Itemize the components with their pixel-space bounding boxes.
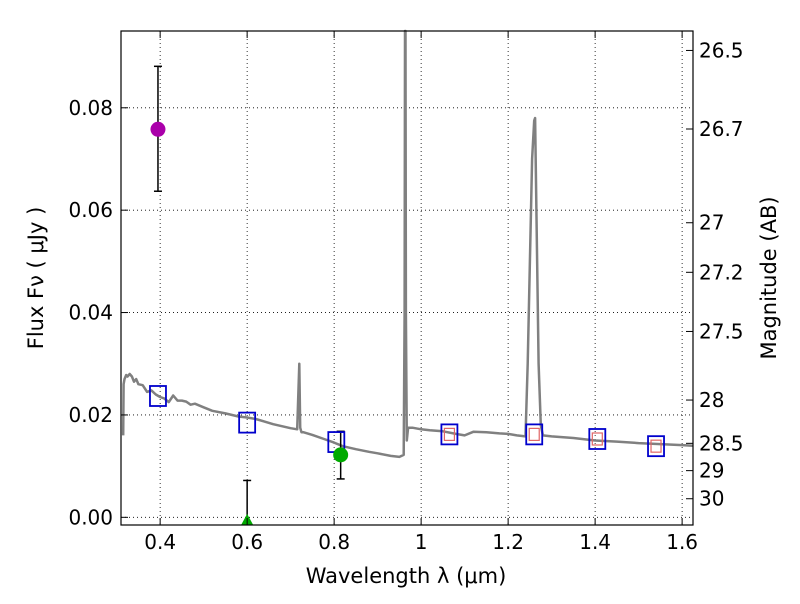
y-tick-label: 0.08 xyxy=(68,96,113,120)
x-tick-label: 0.8 xyxy=(318,530,350,554)
x-tick-label: 1.6 xyxy=(666,530,698,554)
magnitude-tick-label: 29 xyxy=(699,459,724,483)
photometry-box xyxy=(588,428,607,450)
magnitude-tick-label: 27 xyxy=(699,211,724,235)
x-axis-label: Wavelength λ (μm) xyxy=(306,564,507,588)
photometry-box xyxy=(647,435,665,458)
magnitude-axis-label: Magnitude (AB) xyxy=(757,196,781,359)
model-box xyxy=(443,427,456,441)
photometry-box xyxy=(440,423,459,446)
magnitude-tick-label: 30 xyxy=(699,487,724,511)
model-box xyxy=(528,427,540,441)
x-tick-label: 1.2 xyxy=(492,530,524,554)
grid-lines xyxy=(121,31,693,525)
magnitude-axis-ticks: 26.5 26.7 27 27.2 27.5 28 28.5 29 30 xyxy=(686,38,744,511)
marker-layer xyxy=(149,65,665,525)
sed-spectrum-layer xyxy=(121,29,694,459)
x-axis-ticks: 0.4 0.6 0.8 1 1.2 1.4 1.6 xyxy=(144,31,698,554)
magnitude-tick-label: 26.5 xyxy=(699,38,744,62)
model-box xyxy=(650,439,662,453)
magnitude-tick-label: 27.5 xyxy=(699,319,744,343)
plot-frame xyxy=(120,30,694,526)
y-axis-ticks: 0.00 0.02 0.04 0.06 0.08 xyxy=(68,96,128,529)
sed-spectrum-line xyxy=(121,29,694,459)
x-tick-label: 1.4 xyxy=(579,530,611,554)
photometry-box xyxy=(149,385,167,407)
x-tick-label: 0.4 xyxy=(144,530,176,554)
model-box xyxy=(591,432,603,446)
x-tick-label: 1 xyxy=(415,530,428,554)
photometry-box xyxy=(238,411,257,434)
x-tick-label: 0.6 xyxy=(231,530,263,554)
purple-data-point xyxy=(150,121,166,137)
magnitude-tick-label: 28.5 xyxy=(699,431,744,455)
y-tick-label: 0.04 xyxy=(68,301,113,325)
photometry-box xyxy=(525,423,544,446)
magnitude-tick-label: 28 xyxy=(699,388,724,412)
magnitude-tick-label: 27.2 xyxy=(699,260,744,284)
y-tick-label: 0.06 xyxy=(68,198,113,222)
y-tick-label: 0.00 xyxy=(68,505,113,529)
magnitude-tick-label: 26.7 xyxy=(699,117,744,141)
green-data-point xyxy=(333,447,349,463)
y-tick-label: 0.02 xyxy=(68,403,113,427)
y-axis-label: Flux Fν ( μJy ) xyxy=(24,207,48,350)
